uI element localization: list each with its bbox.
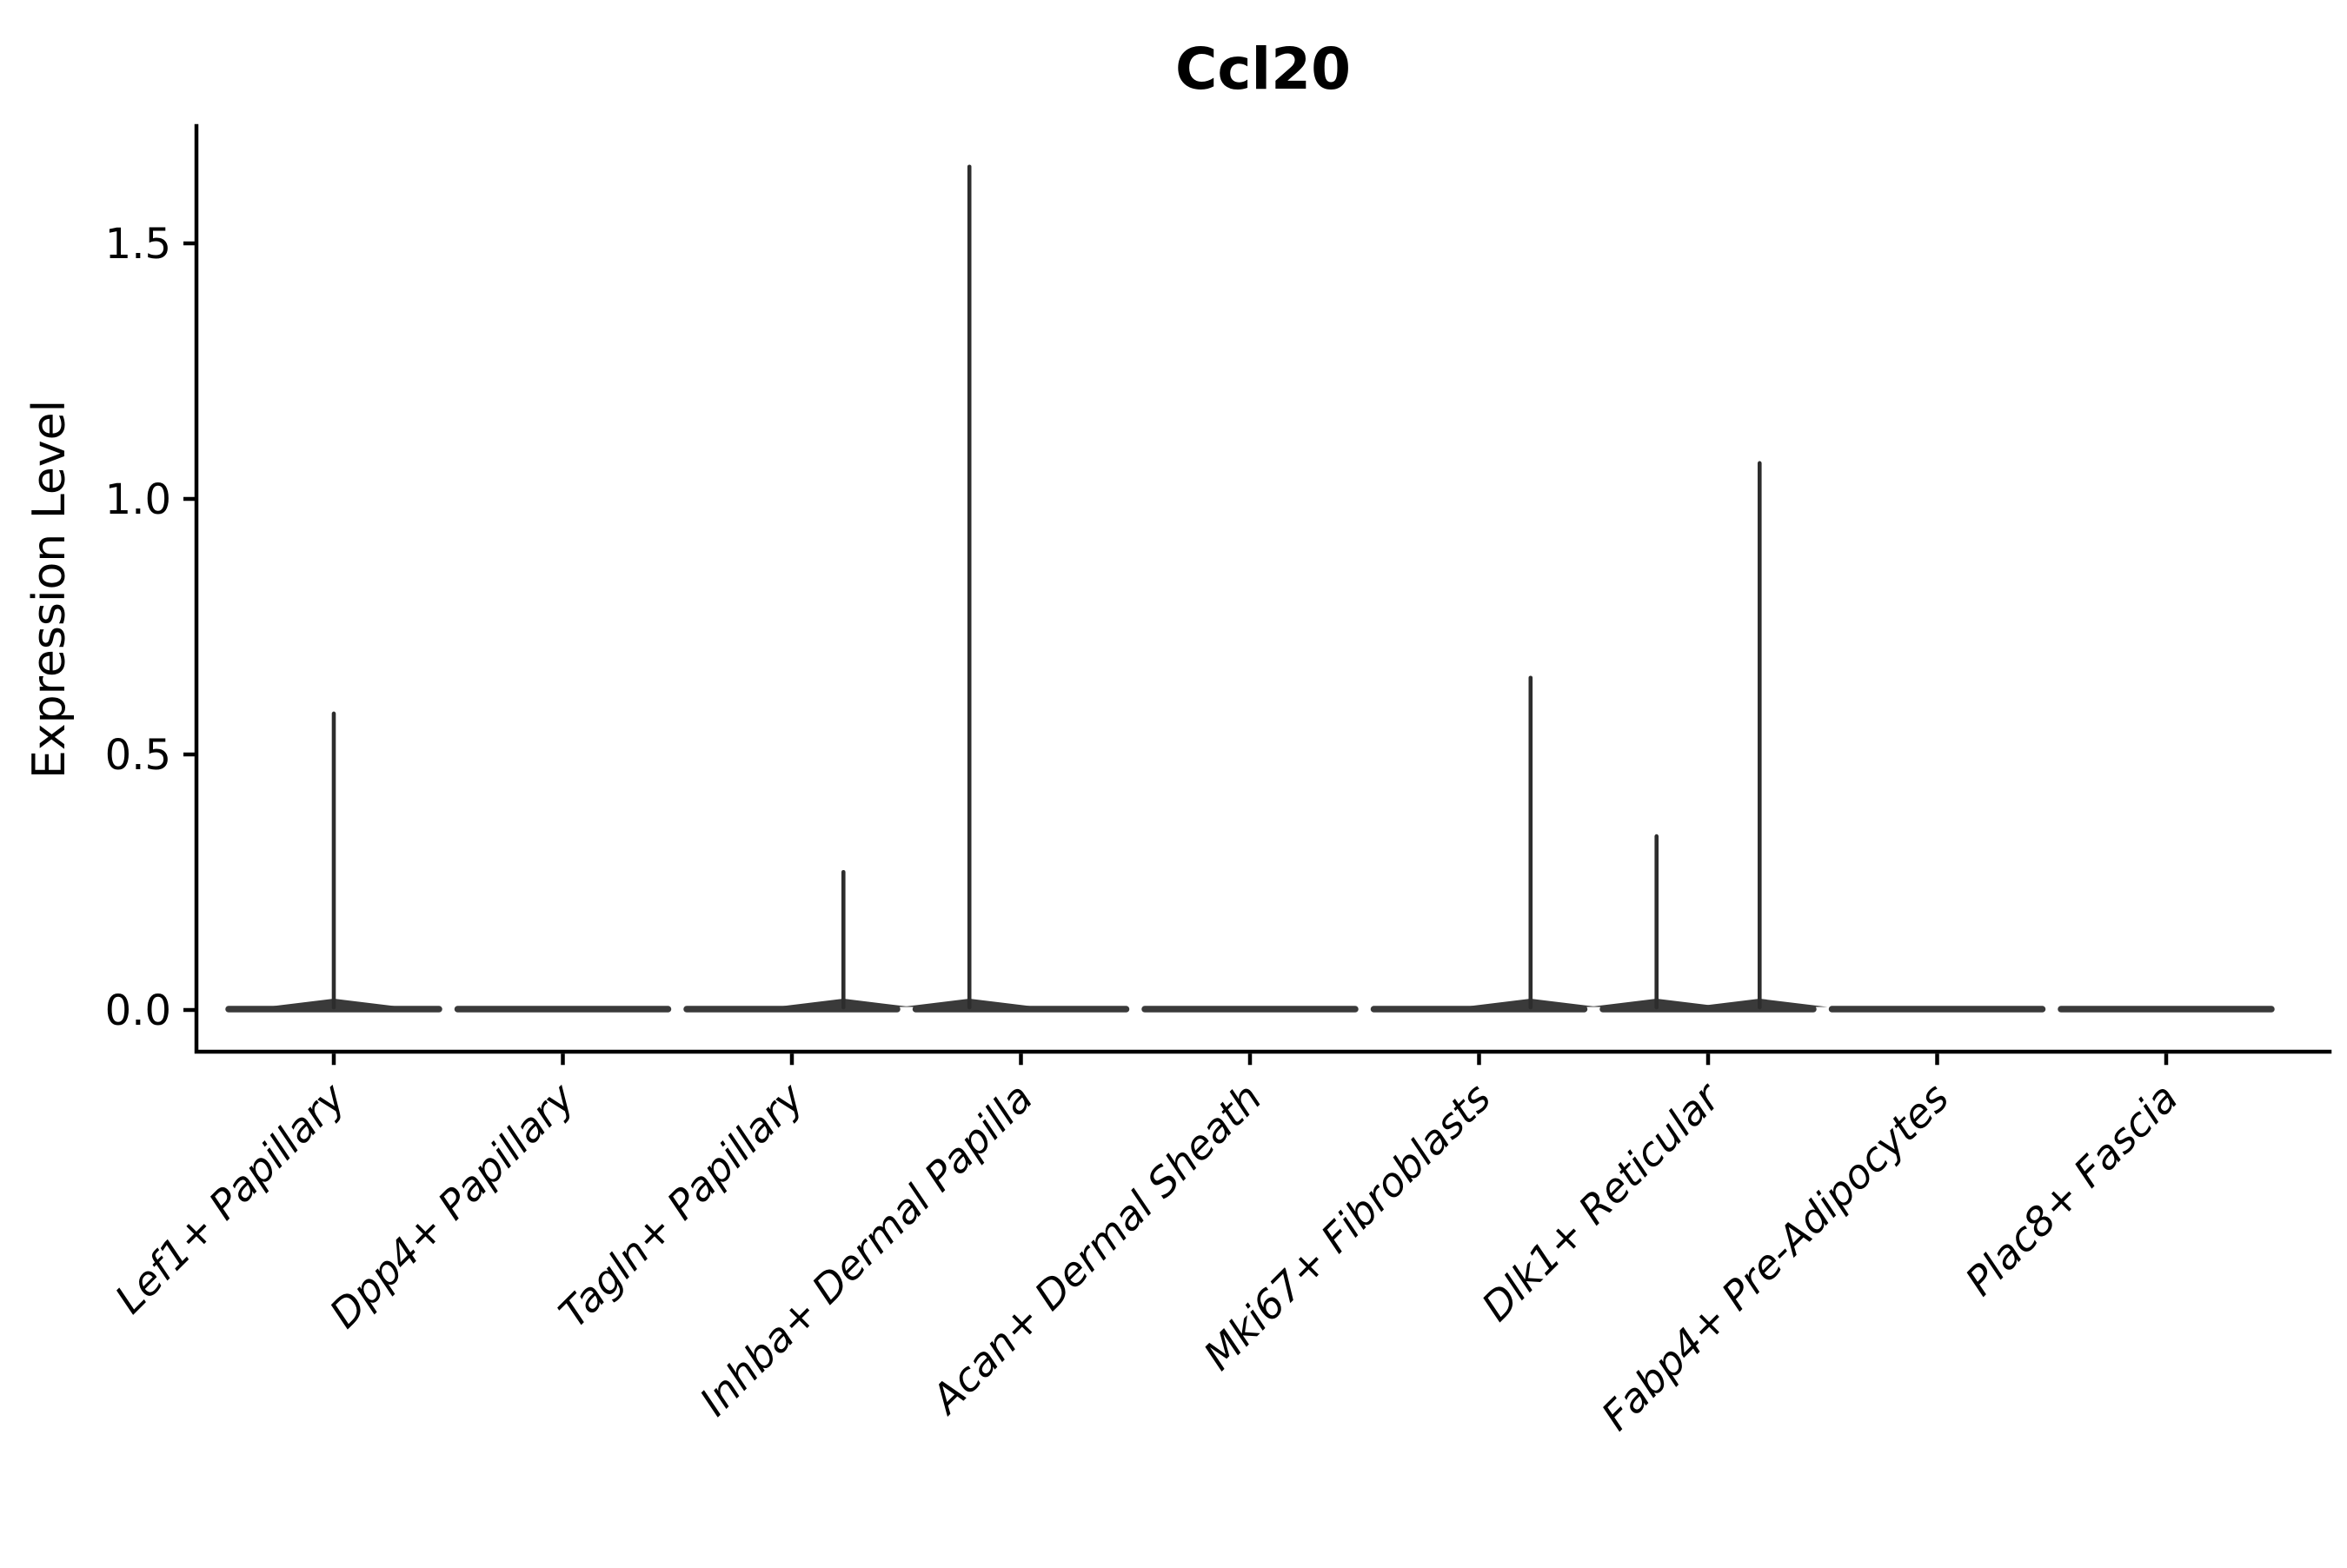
violin [1370, 675, 1599, 1013]
x-tick-label: Dpp4+ Papillary [321, 1073, 584, 1337]
plot-title: Ccl20 [1175, 36, 1351, 103]
y-tick-label: 0.5 [105, 731, 171, 780]
y-axis-label: Expression Level [23, 400, 76, 779]
axes-layer [183, 123, 2332, 1066]
violins-layer [225, 164, 2275, 1013]
x-tick-label: Tagln+ Papillary [549, 1073, 813, 1337]
x-tick-label: Lef1+ Papillary [106, 1073, 355, 1322]
violin [1588, 461, 1828, 1013]
violin [683, 869, 912, 1013]
y-tick-label: 1.5 [105, 220, 171, 269]
x-tick-label: Plac8+ Fascia [1956, 1074, 2186, 1305]
violin [901, 164, 1130, 1013]
axis-spines [194, 123, 2332, 1054]
y-tick-label: 0.0 [105, 987, 171, 1035]
x-tick-label: Dlk1+ Reticular [1473, 1072, 1731, 1330]
y-tick-label: 1.0 [105, 475, 171, 524]
violin [225, 711, 442, 1013]
